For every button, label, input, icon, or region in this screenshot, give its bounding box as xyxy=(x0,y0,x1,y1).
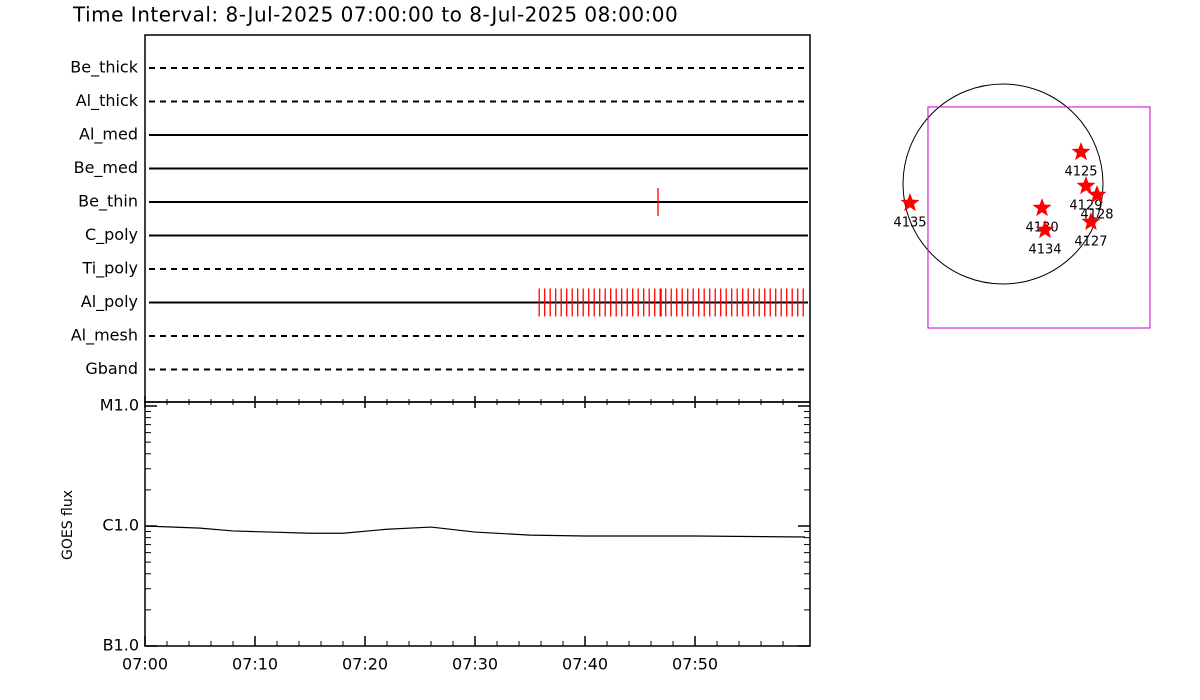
region-label: 4129 xyxy=(1069,199,1102,214)
row-label: Gband xyxy=(85,359,138,378)
row-label: Al_mesh xyxy=(71,326,138,346)
region-label: 4134 xyxy=(1028,243,1061,258)
x-tick-label: 07:30 xyxy=(452,655,498,674)
row-label: Al_thick xyxy=(76,91,139,111)
goes-curve xyxy=(144,525,806,538)
x-tick-label: 07:00 xyxy=(122,655,168,674)
solar-disk xyxy=(902,83,1104,285)
y-tick-label: C1.0 xyxy=(102,516,139,535)
region-star xyxy=(1081,212,1101,231)
region-label: 4125 xyxy=(1064,165,1097,180)
x-tick-label: 07:40 xyxy=(562,655,608,674)
region-star xyxy=(900,193,920,212)
row-label: Be_med xyxy=(74,158,138,178)
region-star xyxy=(1076,176,1096,195)
region-label: 4135 xyxy=(893,216,926,231)
y-tick-label: M1.0 xyxy=(100,396,139,415)
region-star xyxy=(1032,198,1052,217)
row-label: Be_thick xyxy=(70,58,138,78)
goes-frame xyxy=(144,401,811,647)
region-star xyxy=(1087,185,1107,204)
row-label: Al_poly xyxy=(81,292,138,312)
y-axis-label: GOES flux xyxy=(60,490,76,560)
title: Time Interval: 8-Jul-2025 07:00:00 to 8-… xyxy=(72,3,678,27)
row-label: C_poly xyxy=(85,225,138,245)
region-star xyxy=(1035,220,1055,239)
fov-box xyxy=(927,106,1151,329)
x-tick-label: 07:10 xyxy=(232,655,278,674)
row-label: Be_thin xyxy=(78,192,138,212)
x-tick-label: 07:50 xyxy=(672,655,718,674)
region-label: 4127 xyxy=(1074,234,1107,249)
timeline-frame xyxy=(144,34,811,403)
region-star xyxy=(1071,142,1091,161)
y-tick-label: B1.0 xyxy=(103,636,139,655)
row-label: Al_med xyxy=(79,125,138,145)
row-label: Ti_poly xyxy=(81,259,138,279)
x-tick-label: 07:20 xyxy=(342,655,388,674)
